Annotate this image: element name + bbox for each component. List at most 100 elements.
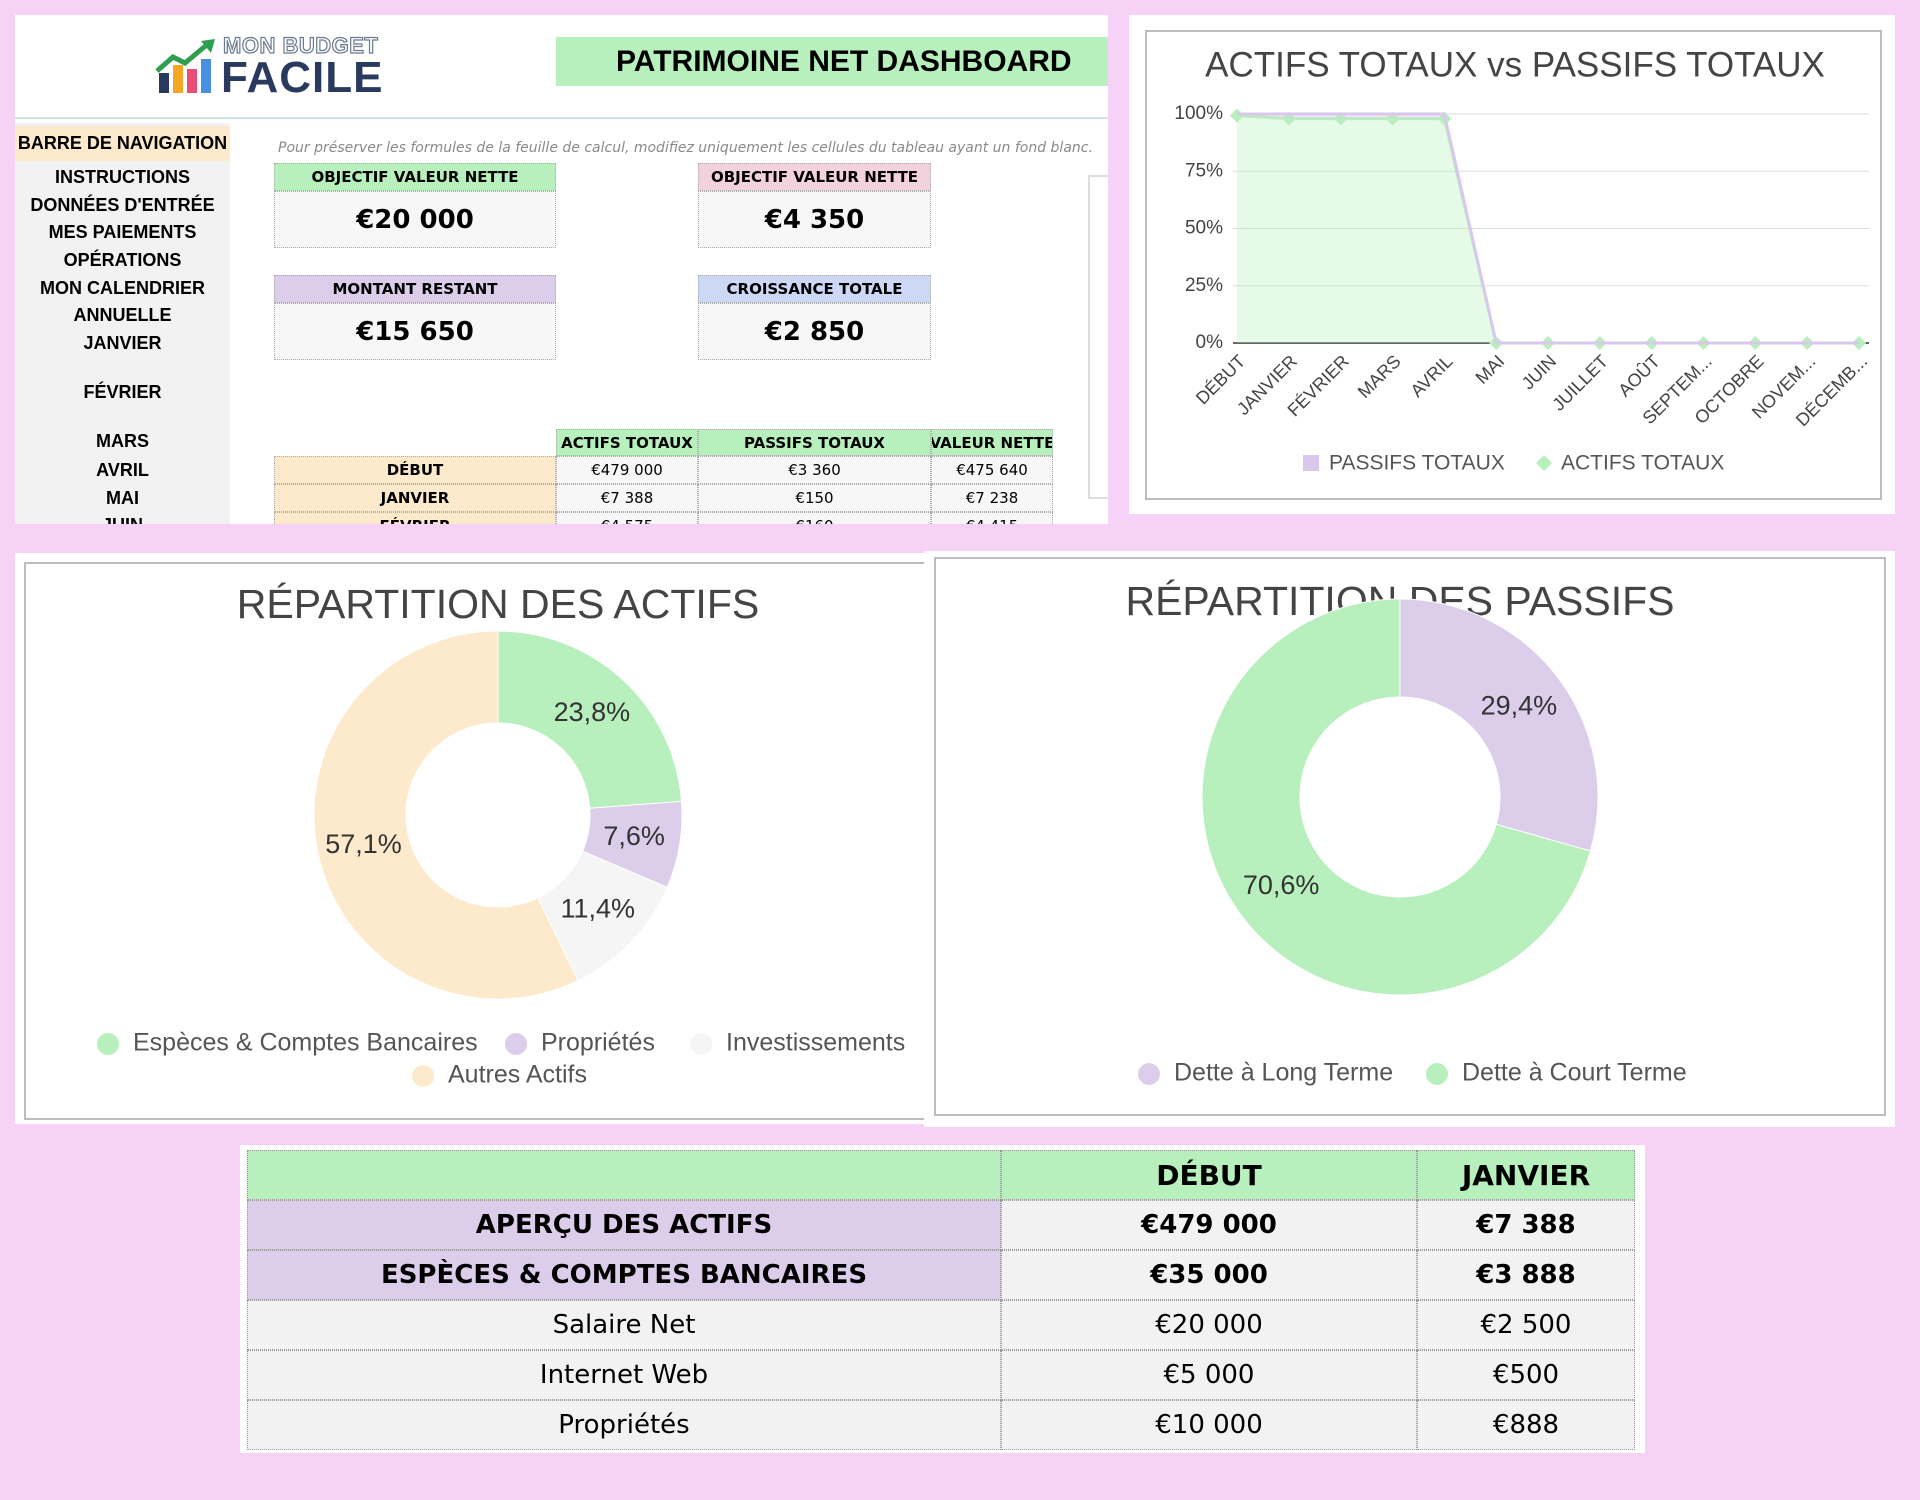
- table-row-label: Salaire Net: [247, 1300, 1001, 1350]
- summary-cell: €479 000: [556, 456, 698, 484]
- legend-swatch: [1138, 1063, 1160, 1085]
- table-cell: €7 388: [1417, 1200, 1635, 1250]
- x-tick-label: JUILLET: [1548, 351, 1612, 415]
- summary-row-label: DÉBUT: [274, 456, 556, 484]
- chart-border: [24, 562, 924, 1120]
- header-divider: [15, 117, 1108, 119]
- legend-swatch: [1303, 455, 1319, 471]
- summary-cell: €7 238: [931, 484, 1053, 512]
- table-cell: €35 000: [1001, 1250, 1417, 1300]
- summary-row-label: FÉVRIER: [274, 512, 556, 524]
- legend-swatch: [1426, 1063, 1448, 1085]
- summary-header: ACTIFS TOTAUX: [556, 429, 698, 456]
- table-cell: €10 000: [1001, 1400, 1417, 1450]
- nav-item[interactable]: AVRIL: [96, 459, 149, 480]
- legend-swatch: [505, 1033, 527, 1055]
- summary-cell: €475 640: [931, 456, 1053, 484]
- nav-item[interactable]: OPÉRATIONS: [63, 249, 182, 270]
- kpi-value: €15 650: [274, 303, 556, 360]
- logo-icon: [155, 39, 215, 93]
- donut-slice: [313, 630, 579, 1000]
- liabilities-chart: RÉPARTITION DES PASSIFS 29,4%70,6%Dette …: [934, 557, 1886, 1116]
- nav-item[interactable]: MARS: [96, 430, 149, 451]
- marker: [1230, 108, 1244, 123]
- donut-slice: [1201, 598, 1592, 996]
- nav-item[interactable]: ANNUELLE: [73, 304, 172, 325]
- kpi-label: CROISSANCE TOTALE: [698, 275, 931, 303]
- summary-header: PASSIFS TOTAUX: [698, 429, 931, 456]
- kpi-label: OBJECTIF VALEUR NETTE: [698, 163, 931, 191]
- slice-label: 7,6%: [603, 821, 665, 851]
- summary-header: VALEUR NETTE: [931, 429, 1053, 456]
- chart-title: ACTIFS TOTAUX vs PASSIFS TOTAUX: [1205, 45, 1825, 84]
- legend-label: ACTIFS TOTAUX: [1561, 452, 1724, 475]
- logo-bottom: FACILE: [221, 53, 384, 102]
- area: [1237, 115, 1859, 343]
- table-header: JANVIER: [1417, 1150, 1635, 1200]
- legend-label: Investissements: [726, 1029, 905, 1057]
- x-tick-label: AVRIL: [1407, 351, 1457, 401]
- nav-item[interactable]: FÉVRIER: [83, 381, 162, 402]
- nav-item[interactable]: DONNÉES D'ENTRÉE: [30, 194, 215, 215]
- legend-swatch: [1536, 455, 1552, 471]
- legend-swatch: [97, 1033, 119, 1055]
- y-tick-label: 25%: [1185, 275, 1223, 296]
- x-tick-label: MAI: [1472, 351, 1509, 388]
- kpi-label: MONTANT RESTANT: [274, 275, 556, 303]
- table-row-label: ESPÈCES & COMPTES BANCAIRES: [247, 1250, 1001, 1300]
- table-cell: €479 000: [1001, 1200, 1417, 1250]
- summary-cell: €7 388: [556, 484, 698, 512]
- nav-item[interactable]: MES PAIEMENTS: [48, 221, 197, 242]
- legend-label: Espèces & Comptes Bancaires: [133, 1029, 478, 1057]
- y-tick-label: 50%: [1185, 218, 1223, 239]
- table-header: DÉBUT: [1001, 1150, 1417, 1200]
- clipped-panel: [1088, 175, 1108, 499]
- nav-column: [15, 123, 230, 524]
- table-row-label: Internet Web: [247, 1350, 1001, 1400]
- y-tick-label: 0%: [1196, 332, 1224, 353]
- assets-chart: RÉPARTITION DES ACTIFS 23,8% 7,6% 11,4% 57,…: [24, 562, 924, 1120]
- nav-item[interactable]: INSTRUCTIONS: [55, 166, 190, 187]
- table-cell: €3 888: [1417, 1250, 1635, 1300]
- chart-border: [934, 557, 1886, 1116]
- dashboard-panel: MON BUDGET FACILE PATRIMOINE NET DASHBOA…: [15, 15, 1108, 524]
- slice-label: 57,1%: [325, 829, 402, 859]
- table-header: [247, 1150, 1001, 1200]
- summary-cell: €160: [698, 512, 931, 524]
- x-tick-label: MARS: [1354, 351, 1405, 402]
- y-tick-label: 75%: [1185, 160, 1223, 181]
- x-tick-label: AOÛT: [1614, 350, 1664, 400]
- summary-cell: €3 360: [698, 456, 931, 484]
- chart-title: RÉPARTITION DES ACTIFS: [237, 581, 759, 627]
- assets-table: DÉBUT JANVIER APERÇU DES ACTIFS €479 000 €7 …: [240, 1145, 1645, 1453]
- nav-item[interactable]: JUIN: [15, 512, 230, 525]
- slice-label: 70,6%: [1243, 870, 1320, 900]
- dashboard-title: PATRIMOINE NET DASHBOARD: [556, 37, 1108, 86]
- logo-top: MON BUDGET: [222, 32, 379, 58]
- legend-label: Dette à Court Terme: [1462, 1059, 1687, 1087]
- y-tick-label: 100%: [1174, 103, 1223, 124]
- legend-label: Propriétés: [541, 1029, 655, 1057]
- x-tick-label: JUIN: [1518, 351, 1560, 393]
- nav-item[interactable]: MAI: [106, 487, 139, 508]
- line-chart: ACTIFS TOTAUX vs PASSIFS TOTAUX 0% 25% 50%…: [1145, 30, 1882, 500]
- summary-cell: €4 415: [931, 512, 1053, 524]
- legend-label: PASSIFS TOTAUX: [1329, 452, 1505, 475]
- table-cell: €5 000: [1001, 1350, 1417, 1400]
- table-cell: €500: [1417, 1350, 1635, 1400]
- donut-slice: [497, 630, 683, 809]
- line: [1237, 112, 1859, 345]
- slice-label: 29,4%: [1481, 690, 1558, 720]
- table-cell: €20 000: [1001, 1300, 1417, 1350]
- nav-item[interactable]: MON CALENDRIER: [40, 277, 205, 298]
- legend-swatch: [412, 1065, 434, 1087]
- kpi-value: €4 350: [698, 191, 931, 248]
- nav-item[interactable]: JANVIER: [83, 332, 162, 353]
- legend-label: Dette à Long Terme: [1174, 1059, 1393, 1087]
- summary-cell: €150: [698, 484, 931, 512]
- table-cell: €2 500: [1417, 1300, 1635, 1350]
- legend-label: Autres Actifs: [448, 1061, 587, 1089]
- nav-title: BARRE DE NAVIGATION: [15, 126, 230, 161]
